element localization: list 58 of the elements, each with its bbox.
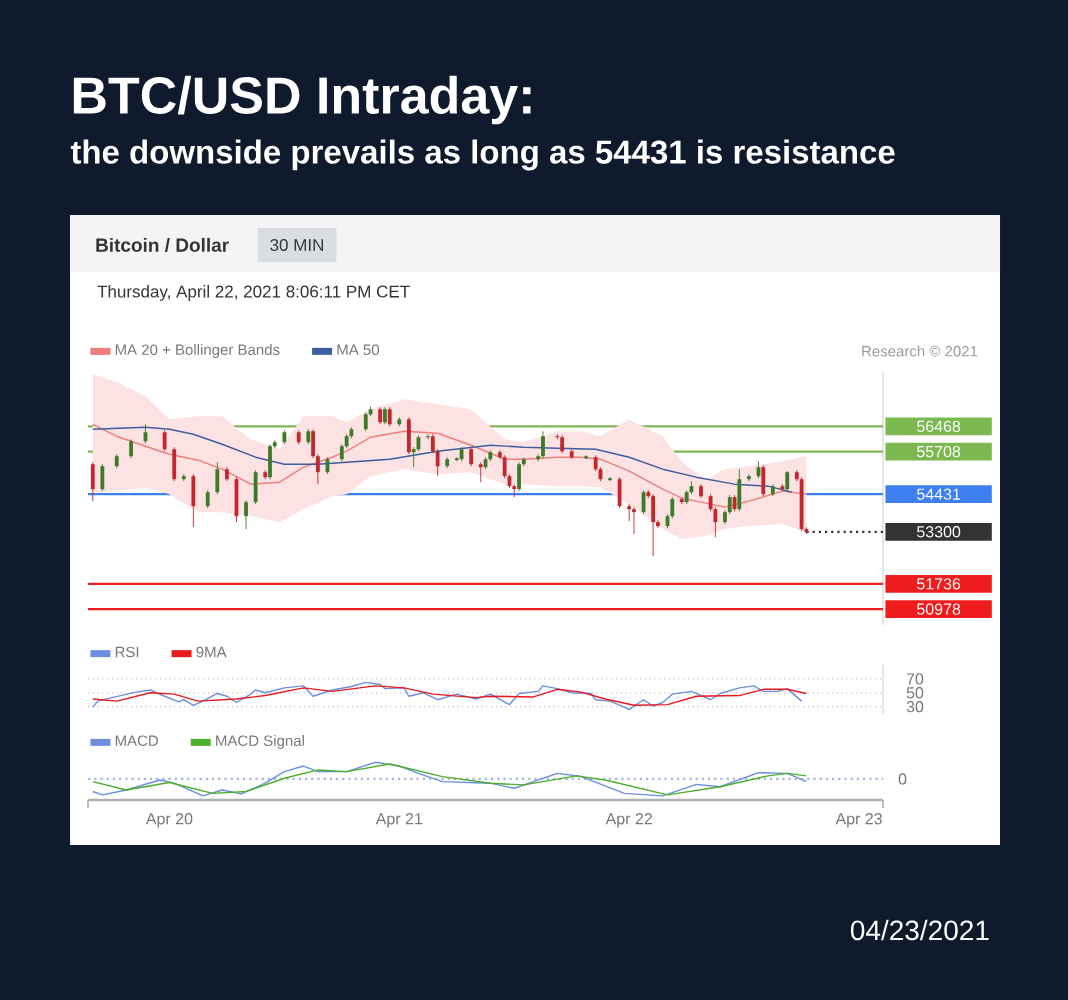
candlestick	[315, 453, 320, 485]
ref-line-label: 0	[898, 773, 907, 785]
candlestick	[555, 433, 560, 440]
candlestick	[469, 446, 474, 467]
candlestick	[502, 454, 507, 479]
legend-label: 9MA	[196, 646, 227, 658]
candlestick	[478, 461, 483, 483]
x-tick-label: Apr 20	[145, 813, 193, 828]
legend-label: MA 20 + Bollinger Bands	[115, 344, 280, 358]
y-tick-label: 70	[906, 673, 924, 685]
x-tick-label: Apr 23	[835, 813, 882, 828]
candlestick	[713, 506, 718, 538]
y-tick-label: 50	[906, 687, 924, 699]
y-tick-label: 50978	[916, 603, 961, 615]
candlestick	[435, 448, 440, 477]
candlestick	[632, 506, 636, 535]
candlestick	[363, 411, 368, 432]
text: Research © 2021	[862, 345, 978, 357]
candlestick	[747, 473, 751, 482]
candlestick	[426, 433, 430, 440]
candlestick	[411, 446, 416, 468]
candlestick	[100, 463, 105, 492]
legend-label: RSI	[115, 646, 139, 658]
candlestick	[541, 430, 545, 459]
y-tick-label: 53300	[916, 526, 961, 538]
chart-subtitle: the downside prevails as long as 54431 is resistance	[70, 139, 895, 171]
candlestick	[656, 519, 660, 529]
candlestick	[244, 499, 248, 530]
candlestick	[785, 470, 790, 492]
line-series	[92, 426, 793, 493]
legend-label: MACD	[115, 735, 158, 747]
text: 30 MIN	[270, 238, 323, 251]
text: 04/23/2021	[850, 919, 989, 941]
candlestick	[679, 496, 684, 505]
candlestick	[608, 476, 612, 482]
candlestick	[727, 494, 732, 515]
text: Bitcoin / Dollar	[96, 237, 229, 253]
candlestick	[162, 429, 167, 452]
candlestick	[627, 503, 632, 522]
candlestick	[387, 406, 392, 427]
candlestick	[215, 461, 220, 495]
x-tick-label: Apr 22	[605, 813, 652, 828]
candlestick	[430, 433, 435, 454]
candlestick	[497, 449, 502, 460]
text: Thursday, April 22, 2021 8:06:11 PM CET	[97, 285, 410, 301]
y-tick-label: 55708	[916, 445, 961, 458]
y-tick-label: 56468	[916, 420, 961, 432]
chart-title: BTC/USD Intraday:	[73, 75, 531, 125]
legend-label: MACD Signal	[216, 735, 304, 749]
y-tick-label: 54431	[916, 488, 961, 500]
y-tick-label: 51736	[916, 578, 961, 590]
x-tick-label: Apr 21	[375, 813, 423, 828]
legend-label: MA 50	[337, 344, 379, 356]
line-series	[92, 423, 808, 508]
candlestick	[670, 496, 675, 519]
y-tick-label: 30	[906, 701, 924, 713]
candlestick	[584, 454, 588, 460]
candlestick	[129, 438, 134, 459]
